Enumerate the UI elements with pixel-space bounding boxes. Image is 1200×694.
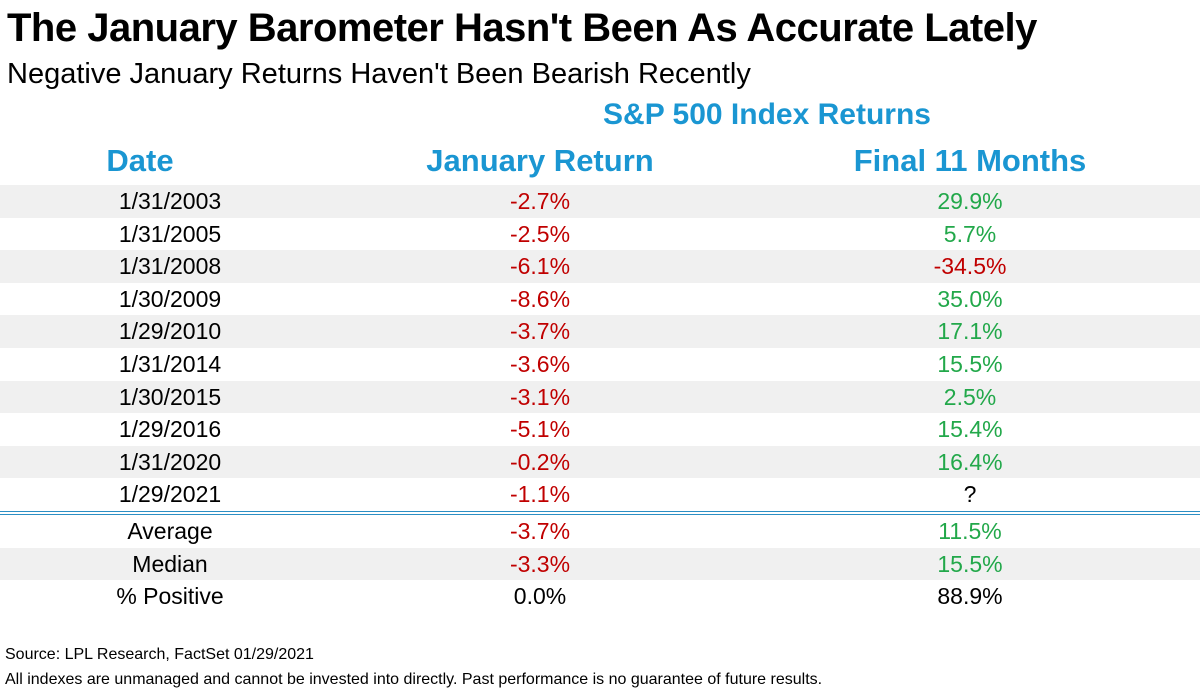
final-11-months-cell: 17.1% — [937, 318, 1003, 345]
divider-line — [0, 510, 1200, 512]
january-return-cell: -3.7% — [509, 318, 571, 345]
january-return-cell: -2.7% — [509, 188, 571, 214]
final-11-months-cell: ? — [963, 481, 977, 508]
january-return-cell: -8.6% — [509, 285, 571, 312]
summary-final-11-months-cell: 11.5% — [938, 517, 1002, 544]
summary-january-return-cell: -3.7% — [509, 517, 571, 544]
table-row: 1/31/2020 -0.2% 16.4% — [0, 445, 1200, 479]
table-row: 1/29/2010 -3.7% 17.1% — [0, 315, 1200, 348]
january-return-cell: -0.2% — [509, 448, 571, 475]
chart-subtitle: Negative January Returns Haven't Been Be… — [7, 58, 751, 90]
table-row: 1/31/2003 -2.7% 29.9% — [0, 185, 1200, 218]
column-header-date: Date — [106, 143, 174, 178]
final-11-months-cell: 29.9% — [937, 188, 1003, 214]
source-footnote: Source: LPL Research, FactSet 01/29/2021 — [5, 646, 314, 663]
returns-table: 1/31/2003 -2.7% 29.9% 1/31/2005 -2.5% 5.7% 1/3… — [0, 185, 1200, 613]
table-row: 1/31/2014 -3.6% 15.5% — [0, 348, 1200, 381]
summary-final-11-months-cell: 88.9% — [937, 583, 1003, 610]
january-return-cell: -6.1% — [509, 253, 571, 280]
table-row: 1/29/2021 -1.1%? — [0, 478, 1200, 511]
summary-label-cell: Average — [127, 517, 213, 544]
date-cell: 1/31/2014 — [118, 350, 222, 377]
january-return-cell: -3.1% — [509, 383, 571, 410]
group-header: S&P 500 Index Returns — [603, 98, 931, 131]
divider-line — [0, 513, 1200, 515]
summary-january-return-cell: -3.3% — [509, 550, 571, 577]
final-11-months-cell: 2.5% — [943, 383, 997, 410]
january-return-cell: -5.1% — [509, 416, 571, 443]
january-return-cell: -3.6% — [509, 350, 571, 377]
january-return-cell: -1.1% — [509, 481, 571, 508]
table-row: 1/30/2015 -3.1% 2.5% — [0, 380, 1200, 414]
column-header-final-11-months: Final 11 Months — [853, 143, 1087, 178]
summary-row: Median -3.3% 15.5% — [0, 547, 1200, 581]
date-cell: 1/31/2020 — [118, 448, 222, 475]
summary-row: Average -3.7% 11.5% — [0, 515, 1200, 548]
final-11-months-cell: -34.5% — [933, 253, 1007, 280]
final-11-months-cell: 16.4% — [937, 448, 1003, 475]
date-cell: 1/31/2008 — [118, 253, 222, 280]
date-cell: 1/29/2010 — [118, 318, 222, 345]
final-11-months-cell: 35.0% — [937, 285, 1003, 312]
january-return-cell: -2.5% — [509, 220, 571, 247]
final-11-months-cell: 15.4% — [937, 416, 1003, 443]
summary-january-return-cell: 0.0% — [513, 583, 567, 610]
final-11-months-cell: 5.7% — [943, 220, 997, 247]
date-cell: 1/29/2021 — [118, 481, 222, 508]
column-header-january-return: January Return — [426, 143, 654, 178]
summary-row: % Positive 0.0% 88.9% — [0, 580, 1200, 613]
date-cell: 1/29/2016 — [118, 416, 222, 443]
summary-divider — [0, 510, 1200, 515]
summary-label-cell: Median — [132, 550, 208, 577]
summary-final-11-months-cell: 15.5% — [937, 550, 1003, 577]
table-row: 1/30/2009 -8.6% 35.0% — [0, 283, 1200, 316]
table-row: 1/29/2016 -5.1% 15.4% — [0, 413, 1200, 446]
disclaimer-footnote: All indexes are unmanaged and cannot be … — [5, 671, 823, 688]
date-cell: 1/30/2015 — [118, 383, 222, 410]
table-row: 1/31/2008 -6.1% -34.5% — [0, 250, 1200, 283]
table-row: 1/31/2005 -2.5% 5.7% — [0, 218, 1200, 251]
date-cell: 1/30/2009 — [118, 285, 222, 312]
date-cell: 1/31/2005 — [118, 220, 222, 247]
final-11-months-cell: 15.5% — [937, 350, 1003, 377]
date-cell: 1/31/2003 — [118, 188, 222, 214]
chart-title: The January Barometer Hasn't Been As Acc… — [7, 6, 1037, 50]
summary-label-cell: % Positive — [116, 583, 224, 610]
